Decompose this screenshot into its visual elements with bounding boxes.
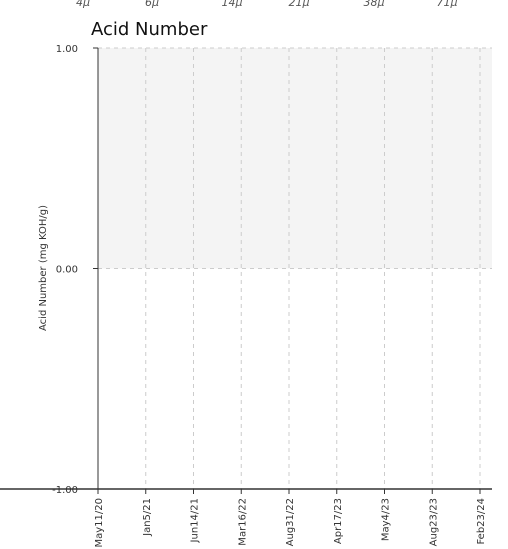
chart-title: Acid Number bbox=[91, 19, 208, 40]
top-label: 21μ bbox=[289, 0, 310, 9]
x-tick-label: Aug31/22 bbox=[285, 498, 296, 546]
x-tick-label: Mar16/22 bbox=[237, 498, 248, 546]
x-tick-label: Jun14/21 bbox=[190, 498, 201, 543]
top-label: 14μ bbox=[222, 0, 243, 9]
y-tick-label: -1.00 bbox=[52, 485, 78, 496]
x-tick-label: Apr17/23 bbox=[333, 498, 344, 544]
top-label-row: 4μ 6μ 14μ 21μ 38μ 71μ bbox=[76, 0, 458, 9]
x-tick-label: May11/20 bbox=[94, 498, 105, 548]
y-tick-label: 0.00 bbox=[56, 265, 78, 276]
top-label: 38μ bbox=[364, 0, 385, 9]
top-label: 4μ bbox=[76, 0, 90, 9]
x-tick-label: May4/23 bbox=[381, 498, 392, 541]
top-label: 6μ bbox=[145, 0, 159, 9]
x-tick-label: Aug23/23 bbox=[428, 498, 439, 546]
y-axis-label: Acid Number (mg KOH/g) bbox=[38, 205, 49, 331]
x-tick-label: Feb23/24 bbox=[476, 498, 487, 545]
top-label: 71μ bbox=[437, 0, 458, 9]
shaded-band bbox=[98, 48, 492, 269]
x-tick-label: Jan5/21 bbox=[142, 498, 153, 537]
plot-area: 1.00 0.00 -1.00 May11/20 Jan5/21 Jun14/21 Mar1… bbox=[0, 44, 492, 548]
y-tick-label: 1.00 bbox=[56, 44, 78, 55]
